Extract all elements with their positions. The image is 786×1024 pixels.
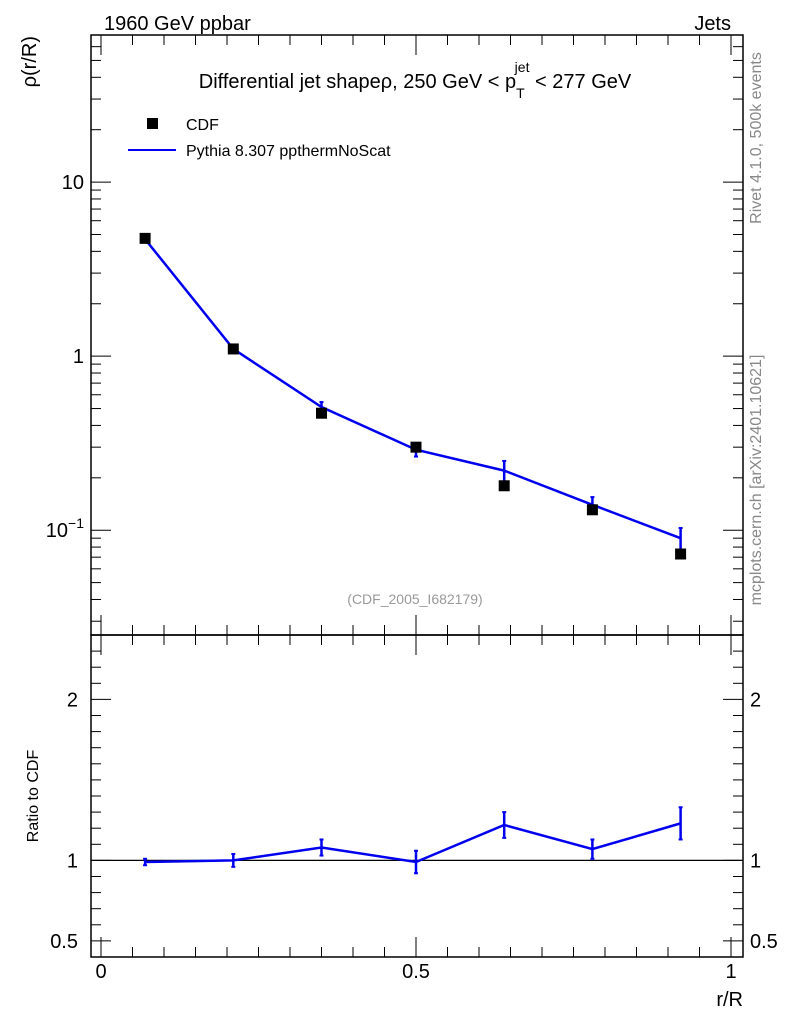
header-right: Jets: [694, 13, 731, 35]
legend-mc-label: Pythia 8.307 ppthermNoScat: [186, 143, 391, 160]
cdf-data-point: [586, 504, 598, 516]
mcplots-label: mcplots.cern.ch [arXiv:2401.10621]: [748, 355, 765, 606]
title-sub: T: [516, 85, 525, 101]
main-ytick-label: 10: [62, 172, 84, 194]
title-tail: < 277 GeV: [529, 71, 631, 93]
cdf-data-point: [675, 548, 687, 560]
ratio-ytick-label-left: 2: [67, 689, 78, 711]
rivet-version-label: Rivet 4.1.0, 500k events: [748, 52, 765, 224]
ratio-panel-frame: [90, 634, 744, 958]
x-axis-label: r/R: [716, 989, 743, 1011]
main-ytick-label: 1: [73, 346, 84, 368]
ratio-ytick-label-right: 0.5: [750, 931, 778, 953]
ratio-series-line: [145, 822, 681, 864]
title-main: Differential jet shapeρ, 250 GeV < p: [199, 71, 516, 93]
cdf-data-point: [316, 407, 327, 419]
legend-data-label: CDF: [186, 117, 219, 134]
ratio-ytick-label-left: 0.5: [50, 931, 78, 953]
cdf-data-point: [139, 232, 151, 244]
cdf-data-point: [227, 343, 239, 355]
ratio-ytick-label-left: 1: [67, 850, 78, 872]
header-left: 1960 GeV ppbar: [104, 13, 251, 35]
x-tick-label: 0: [95, 961, 106, 983]
x-tick-label: 0.5: [402, 961, 430, 983]
mc-series-line: [144, 238, 682, 540]
x-tick-label: 1: [725, 961, 736, 983]
main-ylabel: ρ(r/R): [19, 36, 41, 87]
chart-title: Differential jet shapeρ, 250 GeV < pTjet…: [199, 59, 632, 101]
cdf-data-point: [410, 441, 422, 453]
ratio-ylabel: Ratio to CDF: [25, 750, 42, 843]
main-ytick-label-exp: −1: [68, 515, 84, 531]
cdf-data-point: [498, 480, 510, 492]
analysis-id: (CDF_2005_I682179): [347, 591, 482, 607]
ratio-ytick-label-right: 2: [750, 689, 761, 711]
title-sup: jet: [514, 59, 530, 75]
main-ytick-label: 10−1: [46, 515, 84, 542]
legend-data-marker: [147, 118, 158, 129]
ratio-ytick-label-right: 1: [750, 850, 761, 872]
main-ytick-label-base: 10: [46, 520, 68, 542]
